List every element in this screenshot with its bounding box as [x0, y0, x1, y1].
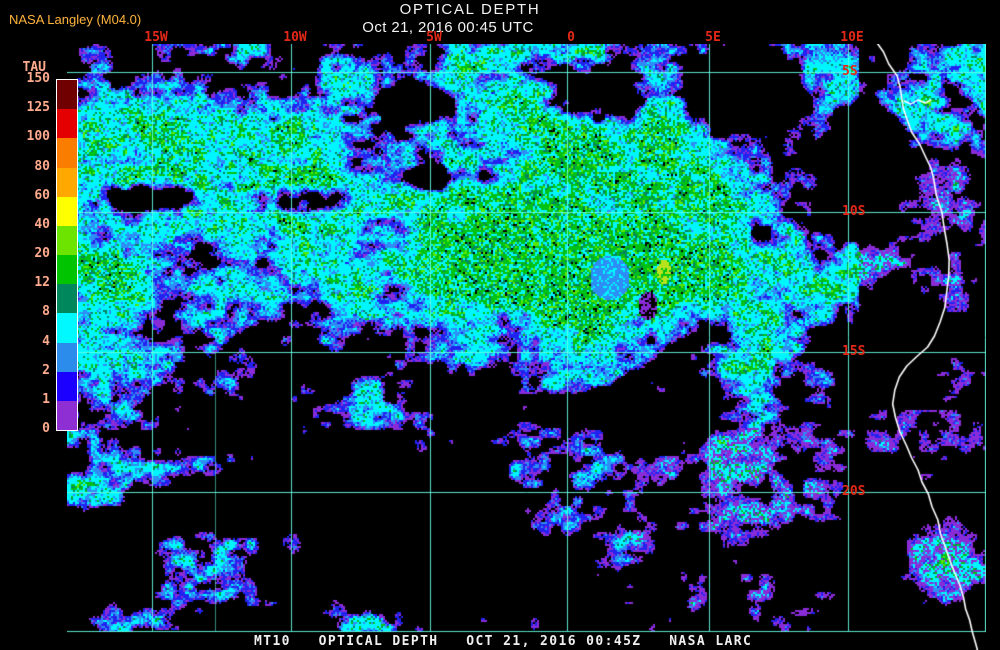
footer-caption: MT10 OPTICAL DEPTH OCT 21, 2016 00:45Z N… — [254, 634, 753, 649]
longitude-label: 10W — [283, 30, 307, 45]
longitude-label: 5W — [426, 30, 442, 45]
colorbar-segment — [57, 313, 77, 343]
colorbar-tick-label: 100 — [26, 129, 50, 145]
colorbar-tick-label: 40 — [34, 216, 50, 232]
colorbar-tick-label: 1 — [42, 391, 50, 407]
colorbar-segment — [57, 371, 77, 402]
datetime-label: Oct 21, 2016 00:45 UTC — [362, 19, 534, 36]
latitude-label: 10S — [842, 204, 866, 219]
colorbar — [56, 79, 78, 431]
latitude-label: 5S — [842, 64, 858, 79]
colorbar-segment — [57, 167, 77, 198]
colorbar-segment — [57, 196, 77, 227]
colorbar-tick-label: 125 — [26, 100, 50, 116]
satellite-optical-depth-map — [67, 44, 986, 650]
colorbar-tick-label: 60 — [34, 187, 50, 203]
longitude-label: 0 — [567, 30, 575, 45]
colorbar-segment — [57, 255, 77, 285]
colorbar-segment — [57, 284, 77, 314]
colorbar-segment — [57, 109, 77, 139]
latitude-label: 15S — [842, 344, 866, 359]
page-title: OPTICAL DEPTH — [399, 1, 541, 18]
colorbar-segment — [57, 225, 77, 256]
colorbar-segment — [57, 80, 77, 110]
colorbar-tick-label: 20 — [34, 246, 50, 261]
colorbar-tick-label: 150 — [26, 71, 50, 86]
longitude-label: 5E — [705, 30, 721, 45]
latitude-label: 20S — [842, 484, 866, 499]
colorbar-tick-label: 0 — [42, 421, 50, 436]
colorbar-tick-label: 12 — [34, 275, 50, 291]
colorbar-tick-label: 80 — [34, 158, 50, 174]
colorbar-title: TAU — [22, 60, 46, 75]
colorbar-segment — [57, 138, 77, 168]
colorbar-tick-label: 8 — [42, 304, 50, 320]
colorbar-segment — [57, 400, 77, 431]
colorbar-segment — [57, 342, 77, 373]
colorbar-tick-label: 4 — [42, 333, 50, 349]
longitude-label: 15W — [144, 30, 168, 45]
source-label: NASA Langley (M04.0) — [9, 12, 142, 27]
longitude-label: 10E — [840, 30, 864, 45]
colorbar-tick-label: 2 — [42, 362, 50, 378]
